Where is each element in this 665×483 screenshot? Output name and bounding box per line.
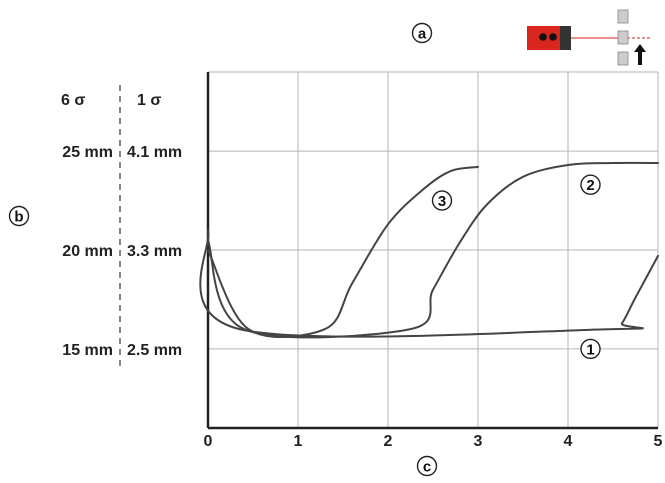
y-col-6sigma-header: 6 σ xyxy=(61,92,85,109)
y-label-6sigma: 15 mm xyxy=(62,342,113,359)
x-tick-labels: 0 1 2 3 4 5 xyxy=(204,433,663,450)
x-tick-label: 1 xyxy=(294,433,303,450)
y-label-1sigma: 4.1 mm xyxy=(127,144,182,161)
x-tick-label: 3 xyxy=(474,433,483,450)
series: 1 2 3 xyxy=(199,161,659,360)
y-col-1sigma-header: 1 σ xyxy=(137,92,161,109)
series-line-1 xyxy=(199,229,659,338)
svg-text:b: b xyxy=(14,209,23,226)
callout-c: c xyxy=(416,455,438,477)
sensor-with-target-icon xyxy=(527,9,650,66)
y-label-6sigma: 20 mm xyxy=(62,243,113,260)
series-label-2: 2 xyxy=(586,177,594,194)
series-label-circle-3 xyxy=(431,190,453,211)
series-line-2 xyxy=(207,161,659,339)
y-label-1sigma: 3.3 mm xyxy=(127,243,182,260)
series-label-circle-1 xyxy=(580,338,601,360)
x-tick-label: 2 xyxy=(384,433,393,450)
grid xyxy=(208,71,659,428)
series-label-circle-2 xyxy=(580,174,601,195)
svg-text:a: a xyxy=(418,26,427,43)
callout-b: b xyxy=(8,205,30,227)
y-label-6sigma: 25 mm xyxy=(62,144,113,161)
x-tick-label: 5 xyxy=(654,433,663,450)
series-line-3 xyxy=(207,165,479,338)
series-label-1: 1 xyxy=(586,341,594,358)
x-tick-label: 0 xyxy=(204,433,213,450)
y-labels: 6 σ 1 σ 25 mm 4.1 mm 20 mm 3.3 mm 15 mm 2.5 m… xyxy=(61,85,182,370)
y-label-1sigma: 2.5 mm xyxy=(127,342,182,359)
callouts: a b c xyxy=(8,22,438,477)
x-tick-label: 4 xyxy=(564,433,573,450)
svg-text:c: c xyxy=(423,459,431,476)
series-label-3: 3 xyxy=(438,193,446,210)
callout-a: a xyxy=(411,22,433,44)
